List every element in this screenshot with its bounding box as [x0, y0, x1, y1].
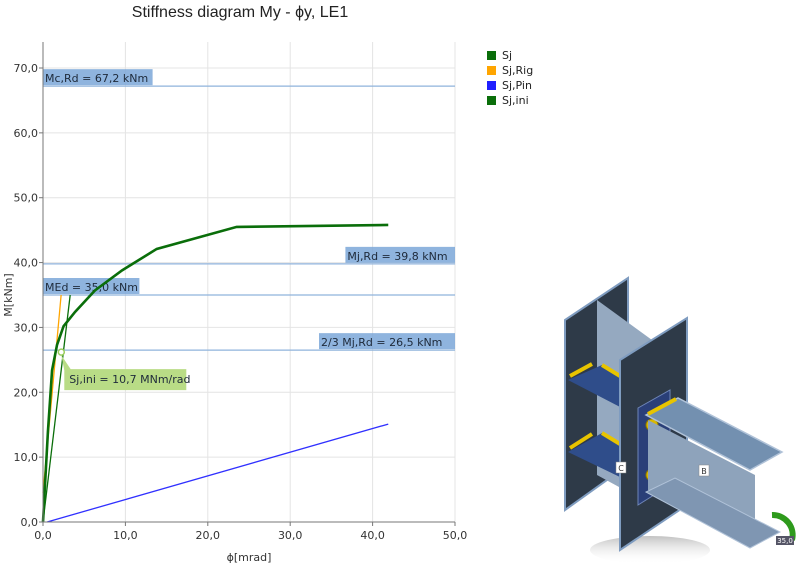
x-tick-label: 0,0 — [34, 529, 52, 542]
series-sj — [41, 223, 389, 523]
shadow — [590, 536, 710, 564]
annotation-marker — [57, 348, 66, 356]
legend-swatch-icon — [487, 81, 496, 90]
column-label-box — [615, 461, 627, 474]
y-tick-label: 40,0 — [14, 257, 39, 270]
y-tick-label: 20,0 — [14, 386, 39, 399]
x-tick-label: 40,0 — [360, 529, 385, 542]
legend-swatch-icon — [487, 66, 496, 75]
x-tick-label: 10,0 — [113, 529, 138, 542]
reference-label: 2/3 Mj,Rd = 26,5 kNm — [321, 336, 442, 349]
series-group — [41, 223, 389, 523]
y-tick-label: 0,0 — [21, 516, 39, 529]
legend-label: Sj,ini — [502, 94, 529, 107]
legend-item[interactable]: Sj,Rig — [487, 63, 533, 78]
reference-label-box — [345, 246, 455, 263]
reference-label-box — [43, 278, 140, 294]
y-tick-label: 60,0 — [14, 127, 39, 140]
y-tick-label: 10,0 — [14, 451, 39, 464]
chart-title: Stiffness diagram My - ϕy, LE1 — [132, 4, 349, 21]
beam-bottom-flange — [644, 477, 782, 549]
reference-label: Mj,Rd = 39,8 kNm — [347, 250, 447, 263]
axes: 0,0 10,0 20,0 30,0 40,0 50,0 0,0 10,0 20,0 30,0 40… — [14, 42, 468, 542]
joint-3d-model[interactable]: C B 35,0 — [540, 260, 800, 567]
y-tick-label: 70,0 — [14, 62, 39, 75]
legend-swatch-icon — [487, 96, 496, 105]
legend-label: Sj,Pin — [502, 79, 532, 92]
y-tick-label: 30,0 — [14, 321, 39, 334]
moment-value: 35,0 — [777, 537, 793, 545]
x-tick-label: 30,0 — [278, 529, 303, 542]
reference-lines: Mc,Rd = 67,2 kNm Mj,Rd = 39,8 kNm MEd = 35… — [43, 69, 455, 351]
reference-label-box — [319, 333, 455, 350]
legend-item[interactable]: Sj,Pin — [487, 78, 533, 93]
y-tick-label: 50,0 — [14, 192, 39, 205]
reference-label-box — [43, 69, 153, 86]
reference-label: Mc,Rd = 67,2 kNm — [45, 72, 148, 85]
legend-item[interactable]: Sj — [487, 48, 533, 63]
column-label: C — [618, 464, 624, 473]
weld — [600, 431, 622, 446]
chart-legend: Sj Sj,Rig Sj,Pin Sj,ini — [487, 48, 533, 108]
legend-item[interactable]: Sj,ini — [487, 93, 533, 108]
series-sj-ini — [42, 294, 71, 523]
legend-label: Sj — [502, 49, 513, 62]
annotations: Sj,ini = 10,7 MNm/rad — [57, 348, 191, 391]
reference-label: MEd = 35,0 kNm — [45, 281, 138, 294]
y-axis-label: M[kNm] — [2, 273, 15, 316]
moment-value-box — [776, 536, 794, 545]
x-tick-label: 20,0 — [196, 529, 221, 542]
annotation-pointer — [61, 355, 72, 371]
x-tick-label: 50,0 — [443, 529, 468, 542]
weld — [569, 362, 593, 378]
beam-label-box — [698, 464, 710, 477]
beam-label: B — [701, 467, 707, 476]
weld — [568, 432, 594, 450]
annotation-text: Sj,ini = 10,7 MNm/rad — [69, 373, 190, 386]
weld — [600, 363, 622, 378]
series-sj-pin — [46, 423, 389, 523]
weld — [647, 397, 677, 416]
legend-swatch-icon — [487, 51, 496, 60]
annotation-box — [64, 369, 187, 391]
legend-label: Sj,Rig — [502, 64, 534, 77]
x-axis-label: ϕ[mrad] — [227, 551, 272, 564]
